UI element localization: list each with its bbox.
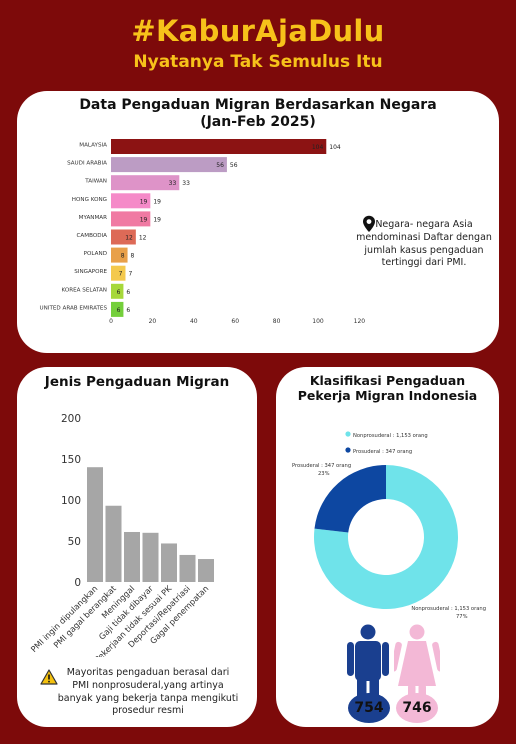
classification-title-line1: Klasifikasi Pengaduan [309, 373, 466, 388]
bar [111, 157, 227, 173]
bar [124, 531, 140, 582]
bar [111, 265, 126, 281]
x-tick-label: 20 [149, 318, 157, 325]
bar-value-label: 104 [329, 144, 341, 151]
bar-inner-label: 6 [117, 289, 121, 296]
bar-inner-label: 19 [140, 198, 148, 205]
bar-inner-label: 8 [121, 253, 125, 260]
map-pin-icon [363, 215, 375, 232]
slice-percent-label: 77% [456, 614, 468, 620]
bar-value-label: 7 [128, 271, 132, 278]
y-tick-label: 100 [61, 495, 81, 507]
y-tick-label: SINGAPORE [74, 269, 107, 275]
y-tick-label: MALAYSIA [79, 143, 107, 149]
legend-label: Nonprosuderal : 1,153 orang [353, 433, 428, 439]
donut-slice [314, 465, 386, 533]
bar [111, 211, 151, 227]
page-subtitle: Nyatanya Tak Semulus Itu [133, 52, 383, 72]
warning-icon [40, 669, 58, 685]
type-chart-title: Jenis Pengaduan Migran [44, 374, 230, 390]
bar [111, 301, 124, 317]
y-tick-label: MYANMAR [79, 215, 107, 221]
x-tick-label: 100 [312, 318, 324, 325]
bar [179, 554, 196, 582]
bar-value-label: 6 [126, 289, 130, 296]
classification-title: Klasifikasi Pengaduan Pekerja Migran Ind… [276, 373, 499, 403]
slice-label: Prosuderal : 347 orang [292, 463, 351, 469]
country-chart-title: Data Pengaduan Migran Berdasarkan Negara… [17, 97, 499, 131]
x-tick-label: 40 [190, 318, 198, 325]
y-tick-label: UNITED ARAB EMIRATES [40, 305, 108, 311]
bar-value-label: 19 [153, 216, 161, 223]
classification-donut-chart: Nonprosuderal : 1,153 orang Prosuderal : … [292, 431, 486, 620]
bar-inner-label: 6 [117, 307, 121, 314]
bar-value-label: 56 [230, 162, 238, 169]
x-tick-label: 80 [273, 318, 281, 325]
x-tick-label: 60 [231, 318, 239, 325]
bar-value-label: 8 [131, 253, 135, 260]
donut-slice [314, 465, 458, 609]
classification-card: Klasifikasi Pengaduan Pekerja Migran Ind… [276, 367, 499, 727]
type-chart-note: Mayoritas pengaduan berasal dari PMI non… [57, 667, 239, 717]
bar [111, 175, 180, 191]
page-title: #KaburAjaDulu [131, 14, 385, 48]
slice-label: Nonprosuderal : 1,153 orang [411, 606, 486, 612]
bar [87, 467, 103, 582]
y-tick-label: POLAND [84, 251, 107, 257]
bar-inner-label: 12 [125, 235, 133, 242]
bar [142, 532, 159, 582]
y-tick-label: 150 [61, 454, 81, 466]
bar-inner-label: 56 [216, 162, 224, 169]
legend-label: Prosuderal : 347 orang [353, 449, 412, 455]
country-chart-title-line2: (Jan-Feb 2025) [200, 113, 316, 130]
complaint-type-card: Jenis Pengaduan Migran 0 50 100 150 200 PMI i… [17, 367, 257, 727]
bar-value-label: 6 [126, 307, 130, 314]
bar [111, 229, 136, 245]
legend-marker [345, 447, 351, 453]
y-tick-label: CAMBODIA [77, 233, 108, 239]
bar-value-label: 33 [182, 180, 190, 187]
x-tick-label: 120 [354, 318, 366, 325]
country-chart-title-line1: Data Pengaduan Migran Berdasarkan Negara [79, 97, 437, 113]
y-tick-label: HONG KONG [72, 197, 107, 203]
bar-inner-label: 19 [140, 216, 148, 223]
bar [111, 139, 327, 154]
legend-marker [345, 431, 351, 437]
y-tick-label: KOREA SELATAN [61, 287, 107, 293]
bar [105, 505, 122, 582]
bar-value-label: 12 [139, 235, 147, 242]
country-bar-chart: MALAYSIA 104 104 SAUDI ARABIA 56 56 TAIWAN 33 33… [40, 139, 366, 325]
y-tick-label: TAIWAN [84, 179, 107, 185]
bar [111, 247, 128, 263]
bar-inner-label: 33 [169, 180, 177, 187]
y-tick-label: SAUDI ARABIA [67, 161, 107, 167]
male-count-badge [348, 693, 390, 723]
female-count: 746 [402, 700, 432, 716]
y-tick-label: 50 [68, 536, 81, 548]
bar [111, 193, 151, 209]
bar [161, 543, 177, 582]
bar [198, 559, 214, 582]
bar [111, 283, 124, 299]
slice-percent-label: 23% [318, 471, 330, 477]
y-tick-label: 200 [61, 413, 81, 425]
classification-title-line2: Pekerja Migran Indonesia [297, 388, 478, 403]
bar-inner-label: 104 [312, 144, 324, 151]
male-count: 754 [354, 700, 384, 716]
y-tick-label: 0 [74, 577, 81, 589]
female-count-badge [396, 693, 438, 723]
country-chart-note: Negara- negara Asia mendominasi Daftar d… [356, 219, 492, 269]
bar-inner-label: 7 [119, 271, 123, 278]
bar-value-label: 19 [153, 198, 161, 205]
x-tick-label: 0 [109, 318, 113, 325]
country-complaints-card: Data Pengaduan Migran Berdasarkan Negara… [17, 91, 499, 353]
